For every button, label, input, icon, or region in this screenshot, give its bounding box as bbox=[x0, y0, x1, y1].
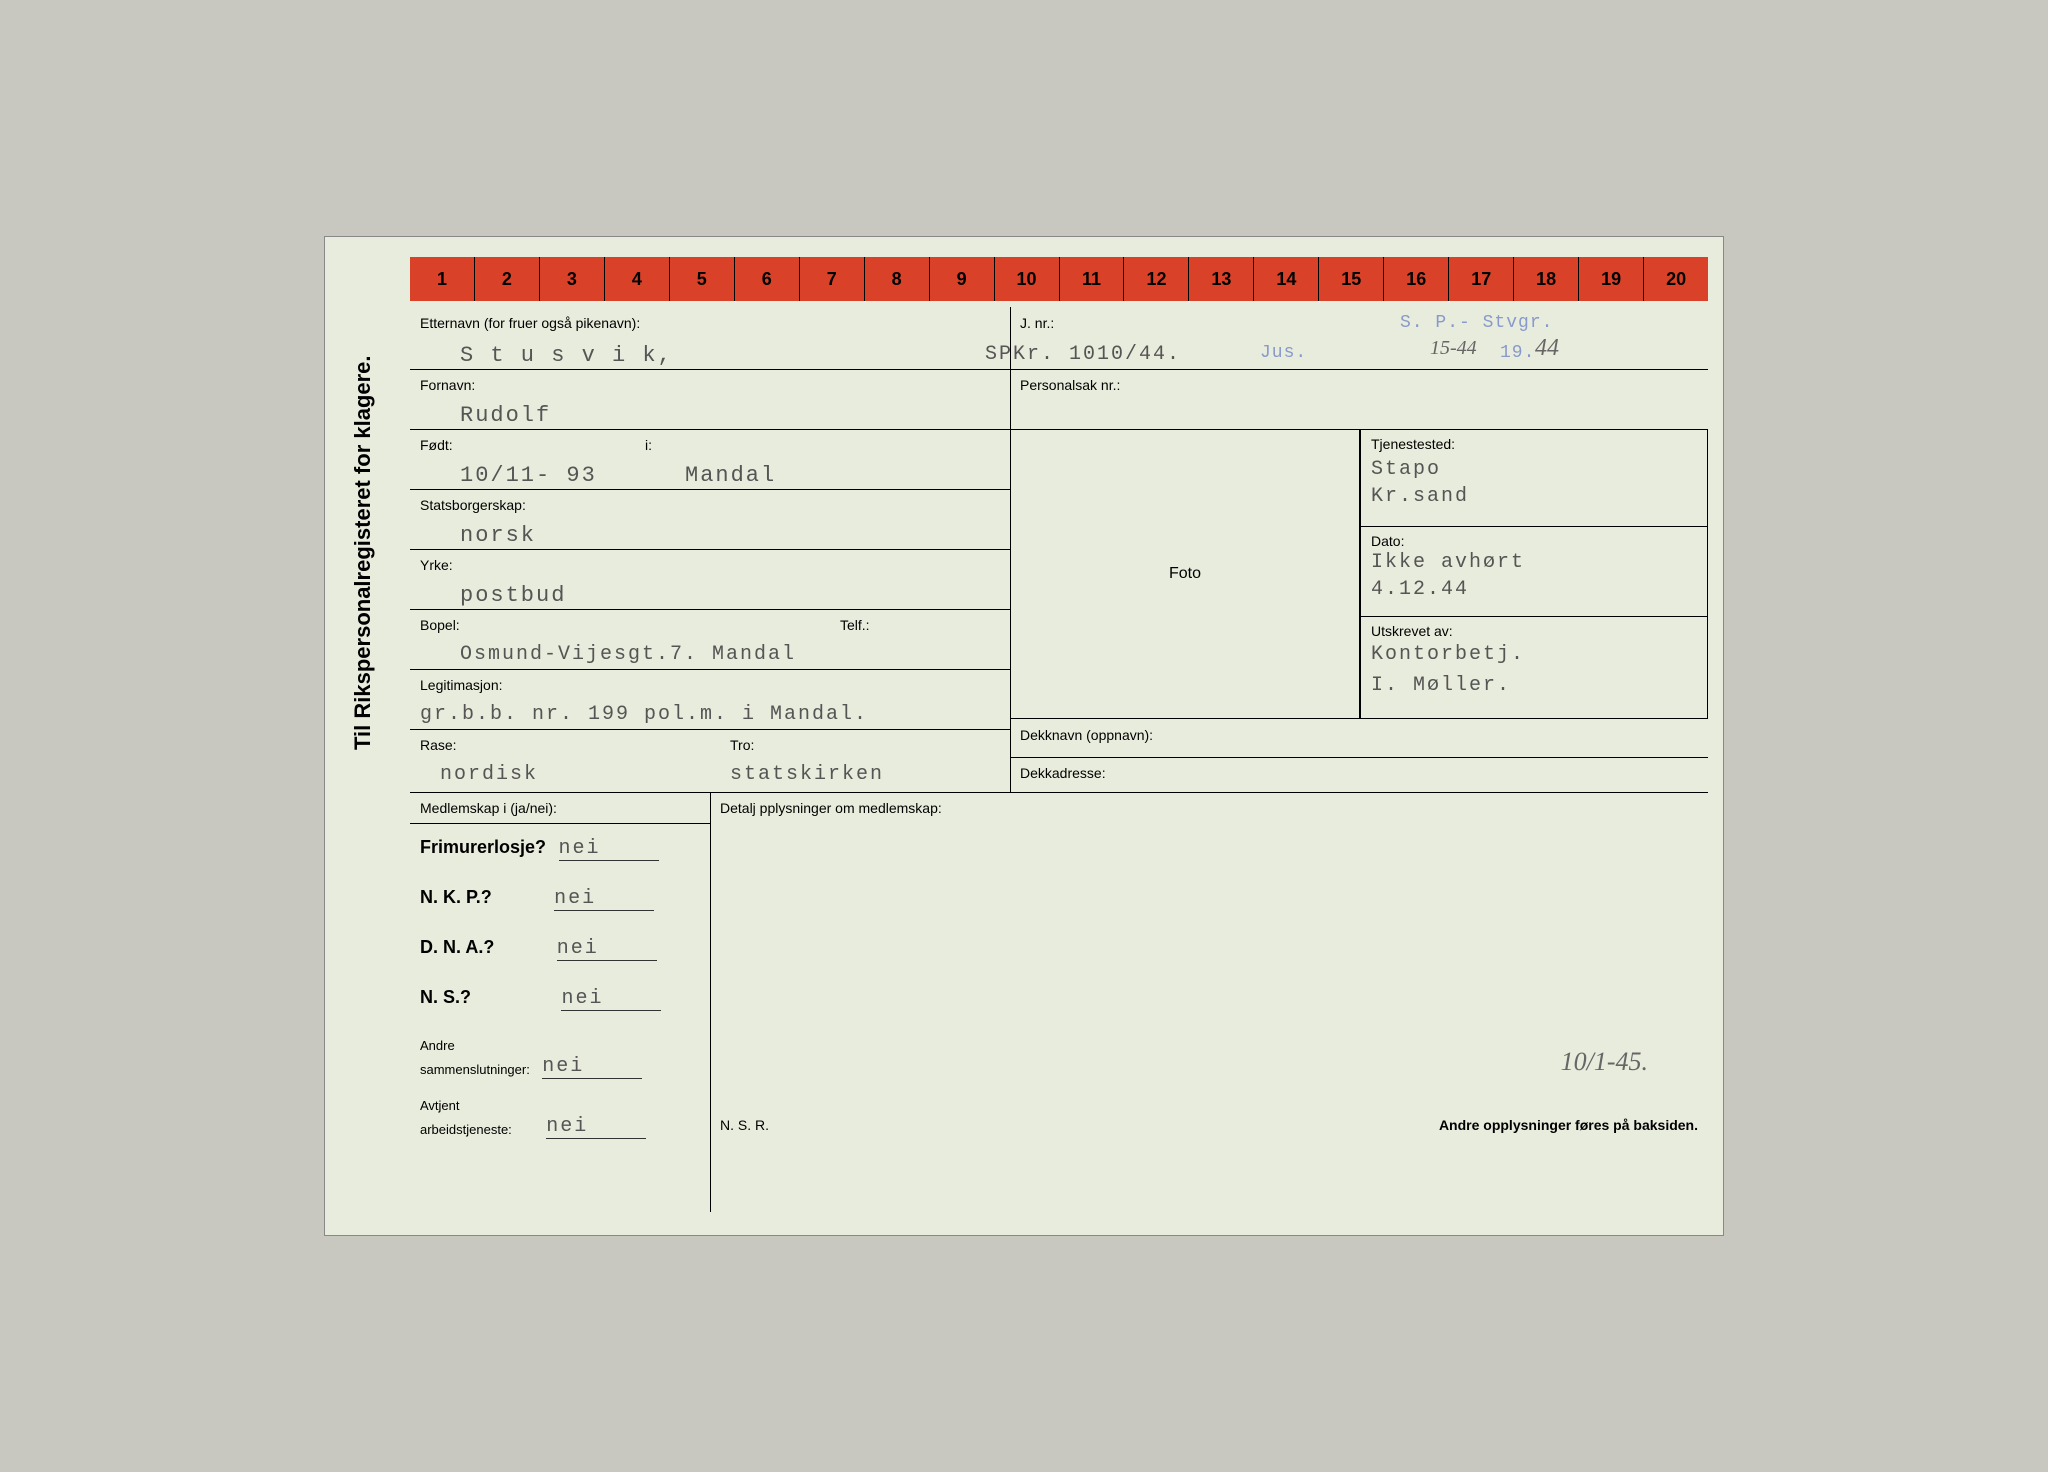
nkp-value: nei bbox=[554, 887, 654, 911]
rase-label: Rase: bbox=[420, 737, 457, 753]
utskrevet-label: Utskrevet av: bbox=[1371, 623, 1697, 639]
ns-value: nei bbox=[561, 987, 661, 1011]
stamp-jus: Jus. bbox=[1260, 343, 1307, 363]
form-area: Etternavn (for fruer også pikenavn): J. … bbox=[410, 307, 1708, 1220]
ruler-cell: 6 bbox=[735, 257, 800, 301]
ruler-cell: 19 bbox=[1579, 257, 1644, 301]
jnr-label: J. nr.: bbox=[1020, 315, 1054, 331]
vertical-title: Til Rikspersonalregisteret for klagere. bbox=[350, 355, 376, 750]
stamp-sp-stvgr: S. P.- Stvgr. bbox=[1400, 313, 1553, 333]
ruler-cell: 1 bbox=[410, 257, 475, 301]
telf-label: Telf.: bbox=[840, 617, 870, 633]
dna-label: D. N. A.? bbox=[420, 937, 494, 957]
andre-oppl-label: Andre opplysninger føres på baksiden. bbox=[1439, 1117, 1698, 1133]
fodt-label: Født: bbox=[420, 437, 453, 453]
ruler-cell: 13 bbox=[1189, 257, 1254, 301]
bottom-note: 10/1-45. bbox=[1561, 1047, 1648, 1077]
ruler-cell: 5 bbox=[670, 257, 735, 301]
legitimasjon-value: gr.b.b. nr. 199 pol.m. i Mandal. bbox=[420, 703, 868, 726]
tro-value: statskirken bbox=[730, 763, 884, 786]
ruler-cell: 15 bbox=[1319, 257, 1384, 301]
ruler-cell: 10 bbox=[995, 257, 1060, 301]
nkp-label: N. K. P.? bbox=[420, 887, 492, 907]
foto-label: Foto bbox=[1169, 565, 1201, 583]
ruler-cell: 9 bbox=[930, 257, 995, 301]
ruler-strip: 1 2 3 4 5 6 7 8 9 10 11 12 13 14 15 16 1… bbox=[410, 257, 1708, 301]
dna-value: nei bbox=[557, 937, 657, 961]
year-prefix: 19. bbox=[1500, 343, 1535, 363]
personalsak-label: Personalsak nr.: bbox=[1020, 377, 1120, 393]
ruler-cell: 14 bbox=[1254, 257, 1319, 301]
etternavn-label: Etternavn (for fruer også pikenavn): bbox=[420, 315, 640, 331]
medlemskap-label: Medlemskap i (ja/nei): bbox=[420, 800, 557, 816]
fornavn-value: Rudolf bbox=[460, 403, 551, 428]
ruler-cell: 3 bbox=[540, 257, 605, 301]
avtjent-value: nei bbox=[546, 1115, 646, 1139]
year-value: 44 bbox=[1535, 335, 1559, 362]
ruler-cell: 20 bbox=[1644, 257, 1708, 301]
dato-value1: Ikke avhørt bbox=[1371, 551, 1697, 574]
ns-label: N. S.? bbox=[420, 987, 471, 1007]
dekkadresse-label: Dekkadresse: bbox=[1020, 765, 1106, 781]
utskrevet-value1: Kontorbetj. bbox=[1371, 643, 1697, 666]
fodt-i-value: Mandal bbox=[685, 463, 776, 488]
utskrevet-value2: I. Møller. bbox=[1371, 674, 1697, 697]
frimurerlosje-value: nei bbox=[559, 837, 659, 861]
bopel-label: Bopel: bbox=[420, 617, 460, 633]
yrke-label: Yrke: bbox=[420, 557, 453, 573]
dato-label: Dato: bbox=[1371, 533, 1697, 549]
ruler-cell: 12 bbox=[1124, 257, 1189, 301]
dekknavn-label: Dekknavn (oppnavn): bbox=[1020, 727, 1153, 743]
tjenestested-value1: Stapo bbox=[1371, 458, 1697, 481]
legitimasjon-label: Legitimasjon: bbox=[420, 677, 503, 693]
ruler-cell: 11 bbox=[1060, 257, 1125, 301]
i-label: i: bbox=[645, 437, 652, 453]
etternavn-value: S t u s v i k, bbox=[460, 343, 673, 368]
ruler-cell: 18 bbox=[1514, 257, 1579, 301]
andre-samm-label: Andre sammenslutninger: bbox=[420, 1038, 530, 1077]
fornavn-label: Fornavn: bbox=[420, 377, 475, 393]
jnr-value: SPKr. 1010/44. bbox=[985, 343, 1181, 366]
ruler-cell: 17 bbox=[1449, 257, 1514, 301]
avtjent-label: Avtjent arbeidstjeneste: bbox=[420, 1098, 512, 1137]
andre-samm-value: nei bbox=[542, 1055, 642, 1079]
ruler-cell: 8 bbox=[865, 257, 930, 301]
yrke-value: postbud bbox=[460, 583, 566, 608]
dato-value2: 4.12.44 bbox=[1371, 578, 1697, 601]
frimurerlosje-label: Frimurerlosje? bbox=[420, 837, 546, 857]
detalj-label: Detalj pplysninger om medlemskap: bbox=[720, 800, 942, 816]
ruler-cell: 4 bbox=[605, 257, 670, 301]
registry-card: 1 2 3 4 5 6 7 8 9 10 11 12 13 14 15 16 1… bbox=[324, 236, 1724, 1236]
tjenestested-label: Tjenestested: bbox=[1371, 436, 1697, 452]
ruler-cell: 16 bbox=[1384, 257, 1449, 301]
date-handwritten: 15-44 bbox=[1430, 337, 1477, 360]
ruler-cell: 7 bbox=[800, 257, 865, 301]
tro-label: Tro: bbox=[730, 737, 754, 753]
rase-value: nordisk bbox=[440, 763, 538, 786]
fodt-value: 10/11- 93 bbox=[460, 463, 597, 488]
ruler-cell: 2 bbox=[475, 257, 540, 301]
bopel-value: Osmund-Vijesgt.7. Mandal bbox=[460, 643, 796, 666]
statsborgerskap-label: Statsborgerskap: bbox=[420, 497, 526, 513]
statsborgerskap-value: norsk bbox=[460, 523, 536, 548]
foto-box: Foto bbox=[1010, 429, 1360, 719]
nsr-label: N. S. R. bbox=[720, 1117, 769, 1133]
tjenestested-value2: Kr.sand bbox=[1371, 485, 1697, 508]
